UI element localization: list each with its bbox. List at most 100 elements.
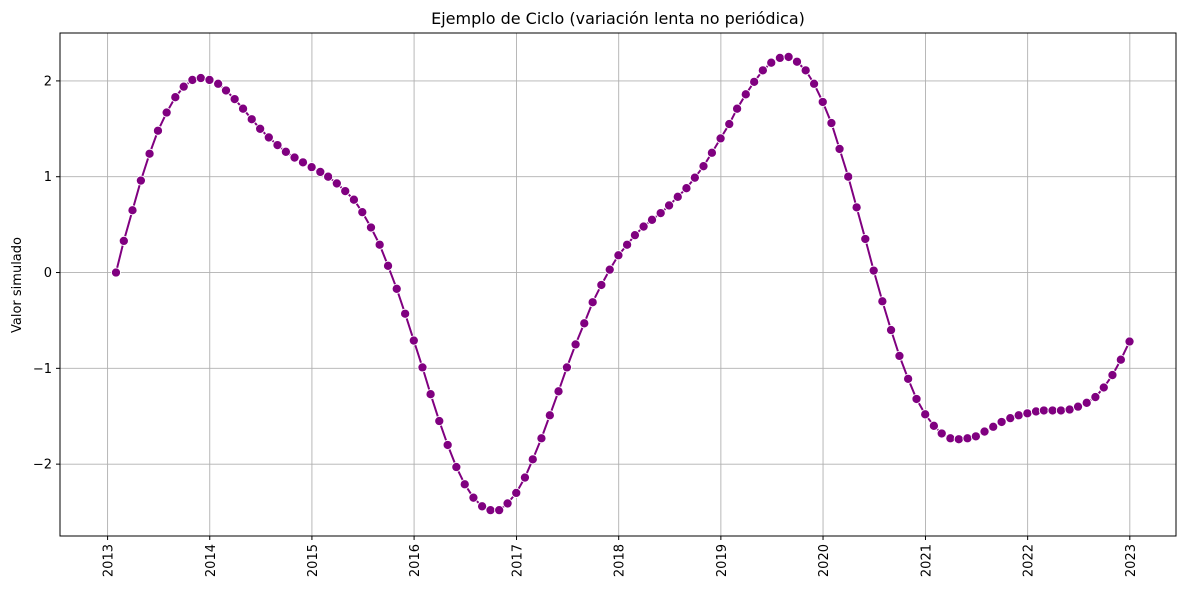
data-point [357,207,368,218]
data-point [417,362,428,373]
y-axis-label: Valor simulado [10,237,25,333]
data-point [834,143,845,154]
data-point [178,81,189,92]
data-point [664,200,675,211]
data-point [579,318,590,329]
data-point [1107,369,1118,381]
data-point [263,132,274,143]
data-point [511,487,522,498]
x-tick-label: 2020 [817,544,832,577]
data-point [280,146,291,157]
data-point [204,74,215,85]
data-point [655,208,666,219]
data-point [1055,405,1067,416]
x-tick-label: 2015 [306,544,321,577]
data-point [757,65,768,76]
data-point [127,205,138,216]
data-point [553,386,564,397]
x-tick-label: 2016 [408,544,423,577]
data-point [622,239,633,250]
data-point [306,162,317,173]
data-point [996,416,1007,428]
y-tick-label: 1 [44,170,52,185]
x-tick-label: 2023 [1124,544,1139,577]
x-axis: 2013 2014 2015 2016 2017 2018 2019 2020 2021 2022… [102,536,1139,577]
data-point [331,178,342,189]
data-point [1124,336,1135,347]
data-point [536,433,547,444]
data-point [170,92,181,103]
data-point [877,296,888,307]
data-point [646,214,658,225]
data-point [698,161,709,172]
data-point [1022,408,1033,419]
data-point [817,96,828,108]
data-point [903,373,914,384]
data-point [749,76,760,87]
data-point [527,454,538,465]
data-point [382,260,394,271]
data-point [544,410,555,421]
data-point [920,409,931,420]
data-point [724,118,735,130]
data-point [587,297,598,308]
data-point [613,250,624,261]
data-point [715,133,726,144]
data-point [468,492,479,503]
data-point [1115,354,1126,365]
x-tick-label: 2018 [613,544,628,577]
plot-frame [59,32,1177,537]
data-point [860,233,871,245]
data-point [809,78,820,89]
data-point [894,350,905,361]
data-point [477,501,488,512]
grid [60,33,1176,536]
data-point [886,324,897,336]
x-tick-label: 2019 [715,544,730,577]
data-point [118,235,129,246]
x-tick-label: 2022 [1022,544,1037,577]
data-point [485,505,496,516]
data-point [570,339,581,350]
data-point [348,194,359,205]
data-point [596,279,607,291]
data-point [1013,410,1024,421]
data-point [272,140,283,151]
data-point [945,433,956,444]
data-point [774,52,785,63]
data-point [255,123,266,134]
data-point [791,56,803,67]
data-point [988,421,999,432]
data-point [1005,413,1016,424]
data-point [442,439,453,451]
data-point [851,202,862,213]
series-line [115,55,1131,512]
data-point [213,78,224,89]
data-point [979,426,990,437]
data-point [238,103,249,114]
y-tick-label: −1 [33,362,52,377]
data-point [843,171,854,182]
data-point [604,264,615,275]
data-point [519,472,530,483]
data-point [315,166,326,177]
data-point [1047,405,1058,416]
data-point [434,415,445,427]
data-point [161,107,172,118]
data-point [953,434,964,445]
data-point [187,74,198,85]
data-point [1072,401,1084,412]
data-point [152,125,164,136]
data-point [365,222,377,233]
data-point [561,362,572,373]
data-point [1081,397,1092,408]
data-point [826,118,837,129]
data-point [494,505,505,516]
data-point [459,479,470,490]
data-point [246,114,257,125]
x-tick-label: 2017 [511,544,526,577]
data-point [689,172,700,183]
data-point [936,428,947,439]
data-point [400,308,411,319]
